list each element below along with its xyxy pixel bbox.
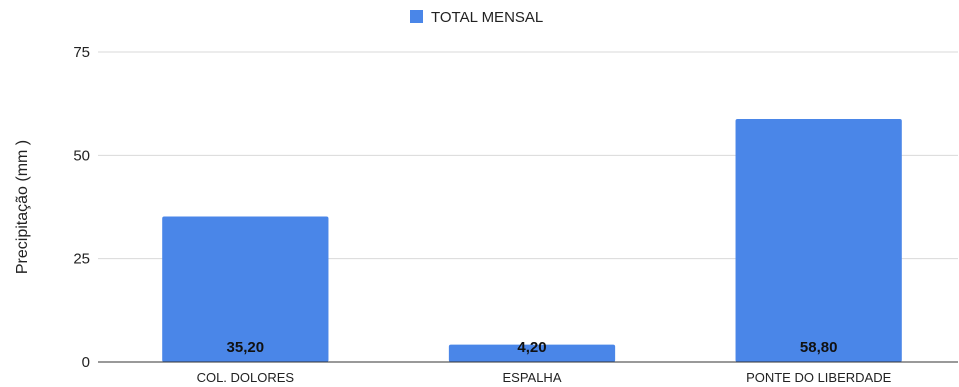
y-tick-label: 25 <box>73 251 90 268</box>
category-label: COL. DOLORES <box>197 370 295 385</box>
category-labels: COL. DOLORES ESPALHA PONTE DO LIBERDADE <box>197 370 892 385</box>
legend: TOTAL MENSAL <box>410 9 543 26</box>
category-label: PONTE DO LIBERDADE <box>746 370 892 385</box>
bars <box>162 118 902 363</box>
data-label: 58,80 <box>800 339 838 356</box>
bar <box>735 118 902 363</box>
y-axis-label: Precipitação (mm ) <box>14 140 31 274</box>
bar <box>162 216 329 362</box>
category-label: ESPALHA <box>502 370 561 385</box>
y-tick-labels: 0 25 50 75 <box>73 44 90 371</box>
data-label: 4,20 <box>517 339 546 356</box>
data-label: 35,20 <box>227 339 265 356</box>
y-tick-label: 75 <box>73 44 90 61</box>
bar <box>448 344 616 362</box>
y-tick-label: 0 <box>82 354 90 371</box>
legend-swatch <box>410 10 423 23</box>
y-tick-label: 50 <box>73 147 90 164</box>
data-labels: 35,20 4,20 58,80 <box>227 339 838 356</box>
legend-label: TOTAL MENSAL <box>431 9 543 26</box>
